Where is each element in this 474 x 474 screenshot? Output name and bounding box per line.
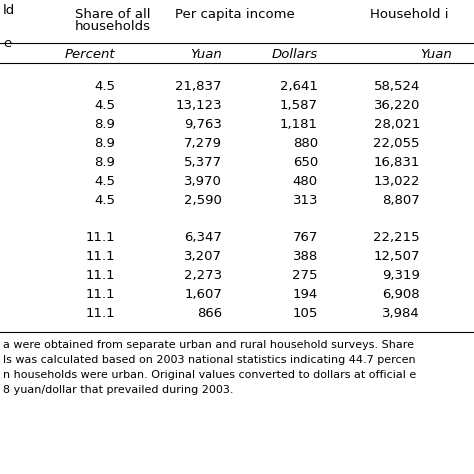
- Text: 11.1: 11.1: [85, 288, 115, 301]
- Text: 12,507: 12,507: [374, 250, 420, 263]
- Text: 4.5: 4.5: [94, 99, 115, 112]
- Text: Per capita income: Per capita income: [175, 8, 295, 21]
- Text: 8.9: 8.9: [94, 156, 115, 169]
- Text: a were obtained from separate urban and rural household surveys. Share: a were obtained from separate urban and …: [3, 340, 414, 350]
- Text: 275: 275: [292, 269, 318, 282]
- Text: Dollars: Dollars: [272, 48, 318, 61]
- Text: 9,319: 9,319: [382, 269, 420, 282]
- Text: 13,123: 13,123: [175, 99, 222, 112]
- Text: 22,055: 22,055: [374, 137, 420, 150]
- Text: 22,215: 22,215: [374, 231, 420, 244]
- Text: 11.1: 11.1: [85, 269, 115, 282]
- Text: 105: 105: [292, 307, 318, 320]
- Text: 16,831: 16,831: [374, 156, 420, 169]
- Text: 5,377: 5,377: [184, 156, 222, 169]
- Text: 1,181: 1,181: [280, 118, 318, 131]
- Text: Yuan: Yuan: [190, 48, 222, 61]
- Text: 767: 767: [292, 231, 318, 244]
- Text: 8.9: 8.9: [94, 137, 115, 150]
- Text: 13,022: 13,022: [374, 175, 420, 188]
- Text: 480: 480: [293, 175, 318, 188]
- Text: 8,807: 8,807: [382, 194, 420, 207]
- Text: 2,590: 2,590: [184, 194, 222, 207]
- Text: Yuan: Yuan: [420, 48, 452, 61]
- Text: 1,607: 1,607: [184, 288, 222, 301]
- Text: 313: 313: [292, 194, 318, 207]
- Text: 7,279: 7,279: [184, 137, 222, 150]
- Text: Percent: Percent: [64, 48, 115, 61]
- Text: 3,970: 3,970: [184, 175, 222, 188]
- Text: households: households: [75, 20, 151, 33]
- Text: Household i: Household i: [370, 8, 448, 21]
- Text: 650: 650: [293, 156, 318, 169]
- Text: 58,524: 58,524: [374, 80, 420, 93]
- Text: 8 yuan/dollar that prevailed during 2003.: 8 yuan/dollar that prevailed during 2003…: [3, 385, 234, 395]
- Text: n households were urban. Original values converted to dollars at official e: n households were urban. Original values…: [3, 370, 416, 380]
- Text: 6,908: 6,908: [383, 288, 420, 301]
- Text: e: e: [3, 37, 11, 50]
- Text: 11.1: 11.1: [85, 250, 115, 263]
- Text: 1,587: 1,587: [280, 99, 318, 112]
- Text: 4.5: 4.5: [94, 194, 115, 207]
- Text: ls was calculated based on 2003 national statistics indicating 44.7 percen: ls was calculated based on 2003 national…: [3, 355, 416, 365]
- Text: 8.9: 8.9: [94, 118, 115, 131]
- Text: 36,220: 36,220: [374, 99, 420, 112]
- Text: 9,763: 9,763: [184, 118, 222, 131]
- Text: Share of all: Share of all: [75, 8, 151, 21]
- Text: 4.5: 4.5: [94, 80, 115, 93]
- Text: 866: 866: [197, 307, 222, 320]
- Text: 11.1: 11.1: [85, 307, 115, 320]
- Text: 2,641: 2,641: [280, 80, 318, 93]
- Text: 4.5: 4.5: [94, 175, 115, 188]
- Text: 6,347: 6,347: [184, 231, 222, 244]
- Text: 3,984: 3,984: [382, 307, 420, 320]
- Text: 388: 388: [293, 250, 318, 263]
- Text: 11.1: 11.1: [85, 231, 115, 244]
- Text: 2,273: 2,273: [184, 269, 222, 282]
- Text: 21,837: 21,837: [175, 80, 222, 93]
- Text: ld: ld: [3, 4, 15, 17]
- Text: 194: 194: [293, 288, 318, 301]
- Text: 3,207: 3,207: [184, 250, 222, 263]
- Text: 880: 880: [293, 137, 318, 150]
- Text: 28,021: 28,021: [374, 118, 420, 131]
